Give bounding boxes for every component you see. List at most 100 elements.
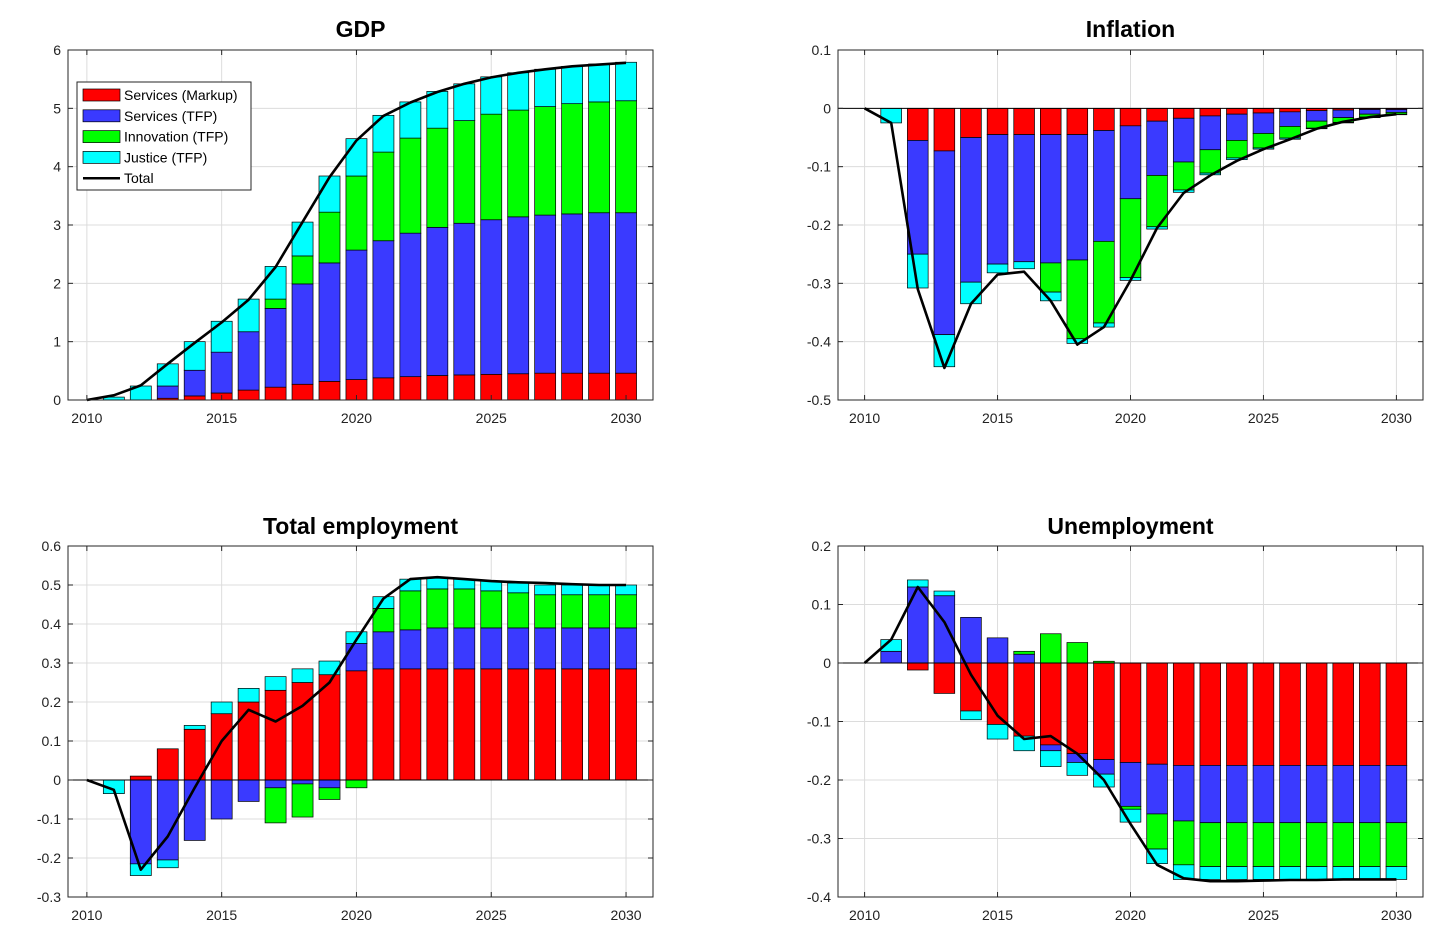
bar-innovation-tfp-2022 xyxy=(1172,161,1195,191)
legend-label-services-tfp: Services (TFP) xyxy=(124,108,217,124)
y-tick-label: -0.5 xyxy=(807,392,831,408)
bar-justice-tfp-2025 xyxy=(1252,866,1275,880)
bar-innovation-tfp-2016 xyxy=(1013,650,1035,655)
bar-services-markup-2028 xyxy=(561,668,583,781)
bar-justice-tfp-2024 xyxy=(1226,866,1248,880)
x-tick-label: 2025 xyxy=(1248,410,1279,426)
bar-services-markup-2014 xyxy=(960,107,982,138)
bar-services-markup-2020 xyxy=(1119,107,1142,127)
bar-services-tfp-2019 xyxy=(1093,130,1115,242)
bar-services-markup-2024 xyxy=(453,374,476,401)
bar-justice-tfp-2028 xyxy=(1332,866,1354,880)
bar-services-tfp-2029 xyxy=(588,627,610,670)
bar-services-tfp-2015 xyxy=(210,779,233,820)
bar-services-tfp-2024 xyxy=(453,222,476,376)
chart-inflation: -0.5 -0.4 -0.3 -0.2 -0.1 0 0.1 2010 2015 2020 2025… xyxy=(807,16,1424,426)
bar-services-tfp-2026 xyxy=(507,627,530,670)
bar-justice-tfp-2029 xyxy=(1359,866,1381,880)
bar-justice-tfp-2016 xyxy=(1013,261,1035,270)
bar-services-markup-2027 xyxy=(534,372,557,401)
y-tick-label: -0.2 xyxy=(37,850,61,866)
chart-title: Unemployment xyxy=(1047,513,1213,539)
bar-justice-tfp-2024 xyxy=(453,83,476,121)
legend-swatch-innovation-tfp xyxy=(82,130,121,143)
bar-innovation-tfp-2018 xyxy=(1066,259,1089,340)
bar-services-markup-2030 xyxy=(1385,662,1408,766)
bar-services-markup-2023 xyxy=(426,668,449,781)
bar-services-tfp-2013 xyxy=(933,595,956,664)
chart-title: Total employment xyxy=(263,513,458,539)
bar-services-markup-2022 xyxy=(399,376,422,401)
bar-innovation-tfp-2027 xyxy=(534,106,557,216)
x-tick-label: 2020 xyxy=(1115,410,1146,426)
bar-services-tfp-2028 xyxy=(561,627,583,670)
bar-innovation-tfp-2024 xyxy=(453,588,476,629)
bar-services-markup-2024 xyxy=(1226,662,1248,766)
bar-services-markup-2022 xyxy=(1172,107,1195,119)
bar-services-markup-2014 xyxy=(183,728,206,781)
x-tick-label: 2030 xyxy=(1381,907,1412,923)
x-tick-label: 2015 xyxy=(982,410,1013,426)
bar-services-tfp-2025 xyxy=(1252,112,1275,134)
x-tick-label: 2030 xyxy=(1381,410,1412,426)
chart-total-employment: -0.3 -0.2 -0.1 0 0.1 0.2 0.3 0.4 0.5 0.6 2010 2015 2… xyxy=(37,513,654,923)
bar-services-markup-2028 xyxy=(1332,662,1354,766)
bar-justice-tfp-2028 xyxy=(561,584,583,596)
bar-services-tfp-2027 xyxy=(1305,110,1328,122)
bar-services-tfp-2022 xyxy=(399,232,422,378)
y-tick-label: 0.1 xyxy=(812,42,832,58)
bar-services-markup-2017 xyxy=(264,386,287,401)
bar-justice-tfp-2014 xyxy=(960,281,982,305)
bar-services-tfp-2027 xyxy=(1305,765,1328,824)
x-tick-label: 2020 xyxy=(341,907,372,923)
bar-services-tfp-2017 xyxy=(1040,134,1062,264)
x-tick-label: 2030 xyxy=(610,907,641,923)
bar-innovation-tfp-2020 xyxy=(345,175,368,251)
bar-justice-tfp-2029 xyxy=(588,63,610,103)
bar-innovation-tfp-2023 xyxy=(426,127,449,228)
legend-label-services-markup: Services (Markup) xyxy=(124,87,238,103)
bar-justice-tfp-2027 xyxy=(534,584,557,596)
bar-justice-tfp-2015 xyxy=(986,263,1009,274)
bar-services-tfp-2026 xyxy=(507,216,530,375)
legend-label-total: Total xyxy=(124,170,154,186)
x-tick-label: 2010 xyxy=(71,410,102,426)
bar-innovation-tfp-2023 xyxy=(426,588,449,629)
bar-justice-tfp-2026 xyxy=(1279,866,1301,880)
bar-services-markup-2024 xyxy=(453,668,476,781)
bar-services-tfp-2016 xyxy=(1013,134,1035,263)
total-line xyxy=(86,61,627,402)
bar-justice-tfp-2030 xyxy=(615,584,637,596)
bar-services-markup-2012 xyxy=(907,107,929,141)
x-tick-label: 2020 xyxy=(1115,907,1146,923)
bar-justice-tfp-2029 xyxy=(588,584,610,596)
bar-services-tfp-2019 xyxy=(318,262,341,382)
bar-services-markup-2012 xyxy=(907,662,929,671)
bar-innovation-tfp-2023 xyxy=(1199,822,1221,867)
bar-services-tfp-2014 xyxy=(960,137,982,283)
bar-services-markup-2019 xyxy=(318,380,341,401)
bar-services-markup-2020 xyxy=(345,670,368,781)
bar-innovation-tfp-2022 xyxy=(1172,820,1195,866)
y-tick-label: -0.1 xyxy=(37,811,61,827)
bar-justice-tfp-2021 xyxy=(372,596,395,609)
bar-services-markup-2026 xyxy=(1279,107,1301,113)
bar-innovation-tfp-2024 xyxy=(1226,140,1248,159)
bar-services-markup-2027 xyxy=(534,668,557,781)
bar-services-markup-2025 xyxy=(480,668,503,781)
bar-justice-tfp-2026 xyxy=(507,72,530,111)
bar-services-tfp-2017 xyxy=(264,308,287,388)
bar-innovation-tfp-2025 xyxy=(480,113,503,221)
bar-services-markup-2028 xyxy=(561,372,583,401)
bar-services-tfp-2022 xyxy=(399,629,422,670)
bar-innovation-tfp-2021 xyxy=(1146,813,1168,850)
bar-services-tfp-2018 xyxy=(291,283,314,385)
bar-justice-tfp-2016 xyxy=(237,298,260,333)
bar-services-tfp-2018 xyxy=(291,779,314,785)
legend-swatch-justice-tfp xyxy=(82,151,121,164)
legend: Services (Markup) Services (TFP) Innovatio… xyxy=(76,81,252,191)
bar-services-tfp-2022 xyxy=(1172,765,1195,822)
x-tick-label: 2015 xyxy=(206,410,237,426)
x-tick-label: 2020 xyxy=(341,410,372,426)
